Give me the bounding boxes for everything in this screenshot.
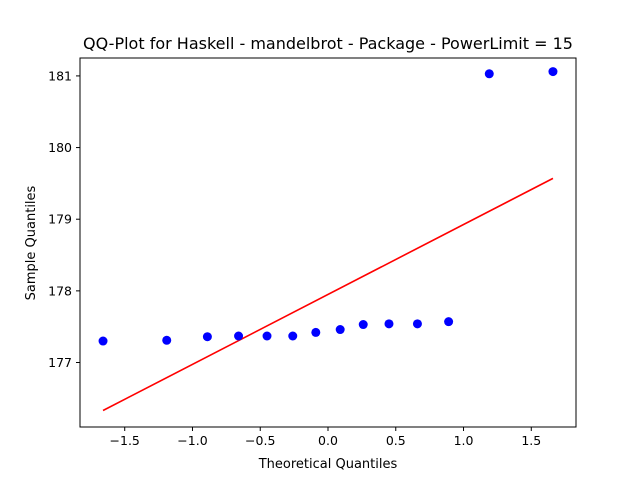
x-tick-label: 0.0 [318, 433, 338, 448]
y-axis-ticks: 177 178 179 180 181 [48, 68, 80, 370]
x-tick-label: −1.5 [110, 433, 140, 448]
data-point [234, 331, 244, 341]
y-tick-label: 180 [48, 140, 72, 155]
y-tick-label: 181 [48, 68, 72, 83]
y-axis-label: Sample Quantiles [24, 185, 39, 300]
x-tick-label: 1.5 [521, 433, 541, 448]
data-point [358, 320, 368, 330]
data-point [412, 319, 422, 329]
chart-title: QQ-Plot for Haskell - mandelbrot - Packa… [83, 34, 573, 53]
x-tick-label: 1.0 [454, 433, 474, 448]
data-point [335, 325, 345, 335]
data-point [262, 331, 272, 341]
reference-line [102, 177, 554, 412]
data-point [484, 69, 494, 79]
data-point [444, 317, 454, 327]
x-axis-label: Theoretical Quantiles [258, 457, 398, 472]
data-point [288, 331, 298, 341]
y-tick-label: 178 [48, 283, 72, 298]
data-point [162, 335, 172, 345]
x-tick-label: −1.0 [177, 433, 207, 448]
y-tick-label: 177 [48, 355, 72, 370]
data-point [384, 319, 394, 329]
data-point [202, 332, 212, 342]
data-marks [98, 67, 558, 412]
x-tick-label: 0.5 [386, 433, 406, 448]
x-axis-ticks: −1.5 −1.0 −0.5 0.0 0.5 1.0 1.5 [110, 427, 541, 448]
data-point [98, 336, 108, 346]
data-point [548, 67, 558, 77]
y-tick-label: 179 [48, 212, 72, 227]
data-point [311, 327, 321, 337]
x-tick-label: −0.5 [245, 433, 275, 448]
plot-area-frame [79, 57, 577, 428]
